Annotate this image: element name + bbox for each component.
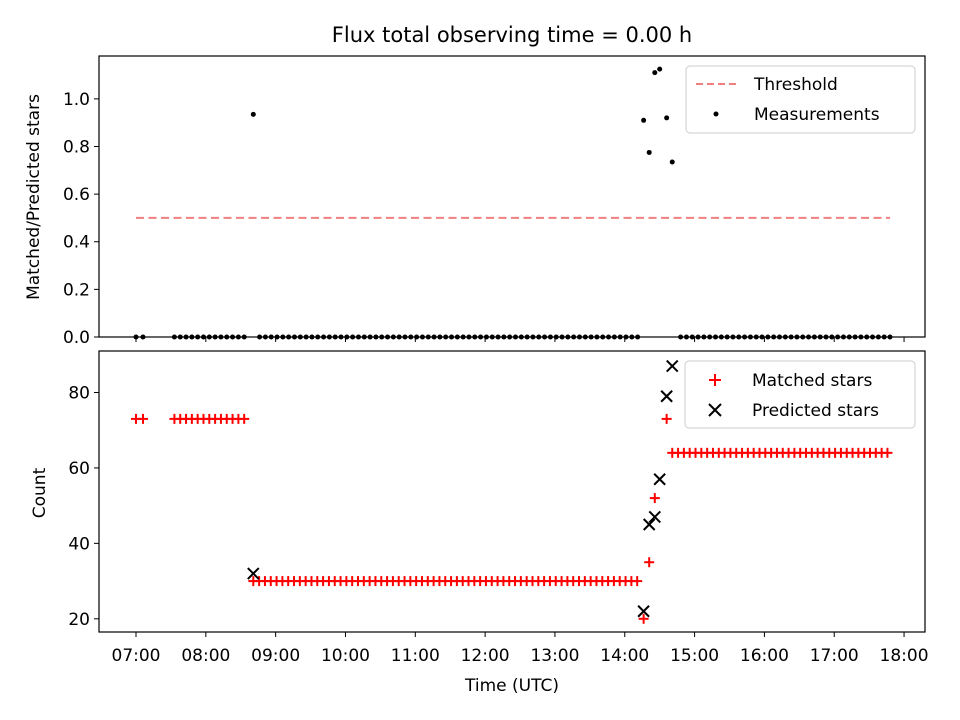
top-y-tick-label: 0.4 [63, 233, 90, 253]
measurement-point [641, 117, 647, 123]
x-tick-label: 15:00 [670, 646, 719, 666]
top-y-tick-label: 0.6 [63, 185, 90, 205]
legend-matched-label: Matched stars [752, 371, 872, 391]
measurement-point [669, 159, 675, 165]
legend-predicted-label: Predicted stars [752, 401, 879, 421]
top-y-tick-label: 0.0 [63, 328, 90, 348]
top-y-axis-label: Matched/Predicted stars [24, 94, 44, 300]
legend-measurements-swatch [713, 111, 719, 117]
bottom-y-ticks: 20 40 60 80 [68, 383, 99, 630]
top-y-ticks: 0.0 0.2 0.4 0.6 0.8 1.0 [63, 90, 99, 348]
bottom-y-tick-label: 40 [68, 534, 90, 554]
predicted-star-point [247, 567, 260, 580]
bottom-plot-frame [98, 350, 926, 633]
matched-star-point [638, 613, 649, 624]
matched-star-point [882, 447, 893, 458]
chart-title: Flux total observing time = 0.00 h [332, 23, 692, 47]
matched-star-point [137, 413, 148, 424]
measurement-point [657, 66, 663, 72]
measurement-point [652, 70, 658, 76]
bottom-panel: Count 20 40 60 80 07:00 08:00 09:00 10:00 11:00… [30, 350, 929, 696]
predicted-star-point [660, 390, 673, 403]
measurement-point [646, 149, 652, 155]
predicted-star-point [653, 473, 666, 486]
matched-stars-points [131, 413, 893, 624]
x-tick-label: 09:00 [251, 646, 300, 666]
top-y-tick-label: 0.8 [63, 137, 90, 157]
top-panel: Matched/Predicted stars 0.0 0.2 0.4 0.6 0.8 1… [24, 55, 926, 348]
predicted-stars-points [247, 359, 679, 618]
matched-star-point [644, 557, 655, 568]
x-tick-label: 12:00 [461, 646, 510, 666]
bottom-y-axis-label: Count [30, 467, 50, 518]
bottom-x-ticks: 07:00 08:00 09:00 10:00 11:00 12:00 13:00 14:00… [112, 632, 929, 666]
matched-star-point [661, 413, 672, 424]
bottom-y-tick-label: 20 [68, 610, 90, 630]
legend-predicted-swatch [708, 403, 722, 417]
bottom-y-tick-label: 60 [68, 459, 90, 479]
x-tick-label: 10:00 [321, 646, 370, 666]
matched-star-point [239, 413, 250, 424]
top-legend: Threshold Measurements [685, 65, 916, 134]
legend-measurements-label: Measurements [754, 105, 880, 125]
x-tick-label: 08:00 [181, 646, 230, 666]
bottom-y-tick-label: 80 [68, 383, 90, 403]
bottom-legend-box [684, 360, 916, 429]
predicted-star-point [666, 359, 679, 373]
measurement-point [664, 115, 670, 121]
x-tick-label: 16:00 [740, 646, 789, 666]
matched-star-point [649, 493, 660, 504]
bottom-legend: Matched stars Predicted stars [684, 360, 916, 429]
predicted-star-point [648, 510, 661, 524]
x-tick-label: 11:00 [391, 646, 440, 666]
x-tick-label: 18:00 [880, 646, 929, 666]
x-axis-label: Time (UTC) [464, 676, 559, 696]
top-plot-frame [98, 55, 926, 338]
predicted-star-point [637, 605, 650, 618]
x-tick-label: 13:00 [530, 646, 579, 666]
predicted-star-point [642, 518, 656, 531]
top-y-tick-label: 0.2 [63, 280, 90, 300]
top-y-tick-label: 1.0 [63, 90, 90, 110]
matched-star-point [632, 576, 643, 587]
legend-matched-swatch [709, 374, 721, 386]
measurement-point [250, 111, 256, 117]
x-tick-label: 07:00 [112, 646, 161, 666]
legend-threshold-label: Threshold [753, 75, 838, 95]
x-tick-label: 14:00 [600, 646, 649, 666]
top-legend-box [685, 65, 916, 134]
x-tick-label: 17:00 [810, 646, 859, 666]
